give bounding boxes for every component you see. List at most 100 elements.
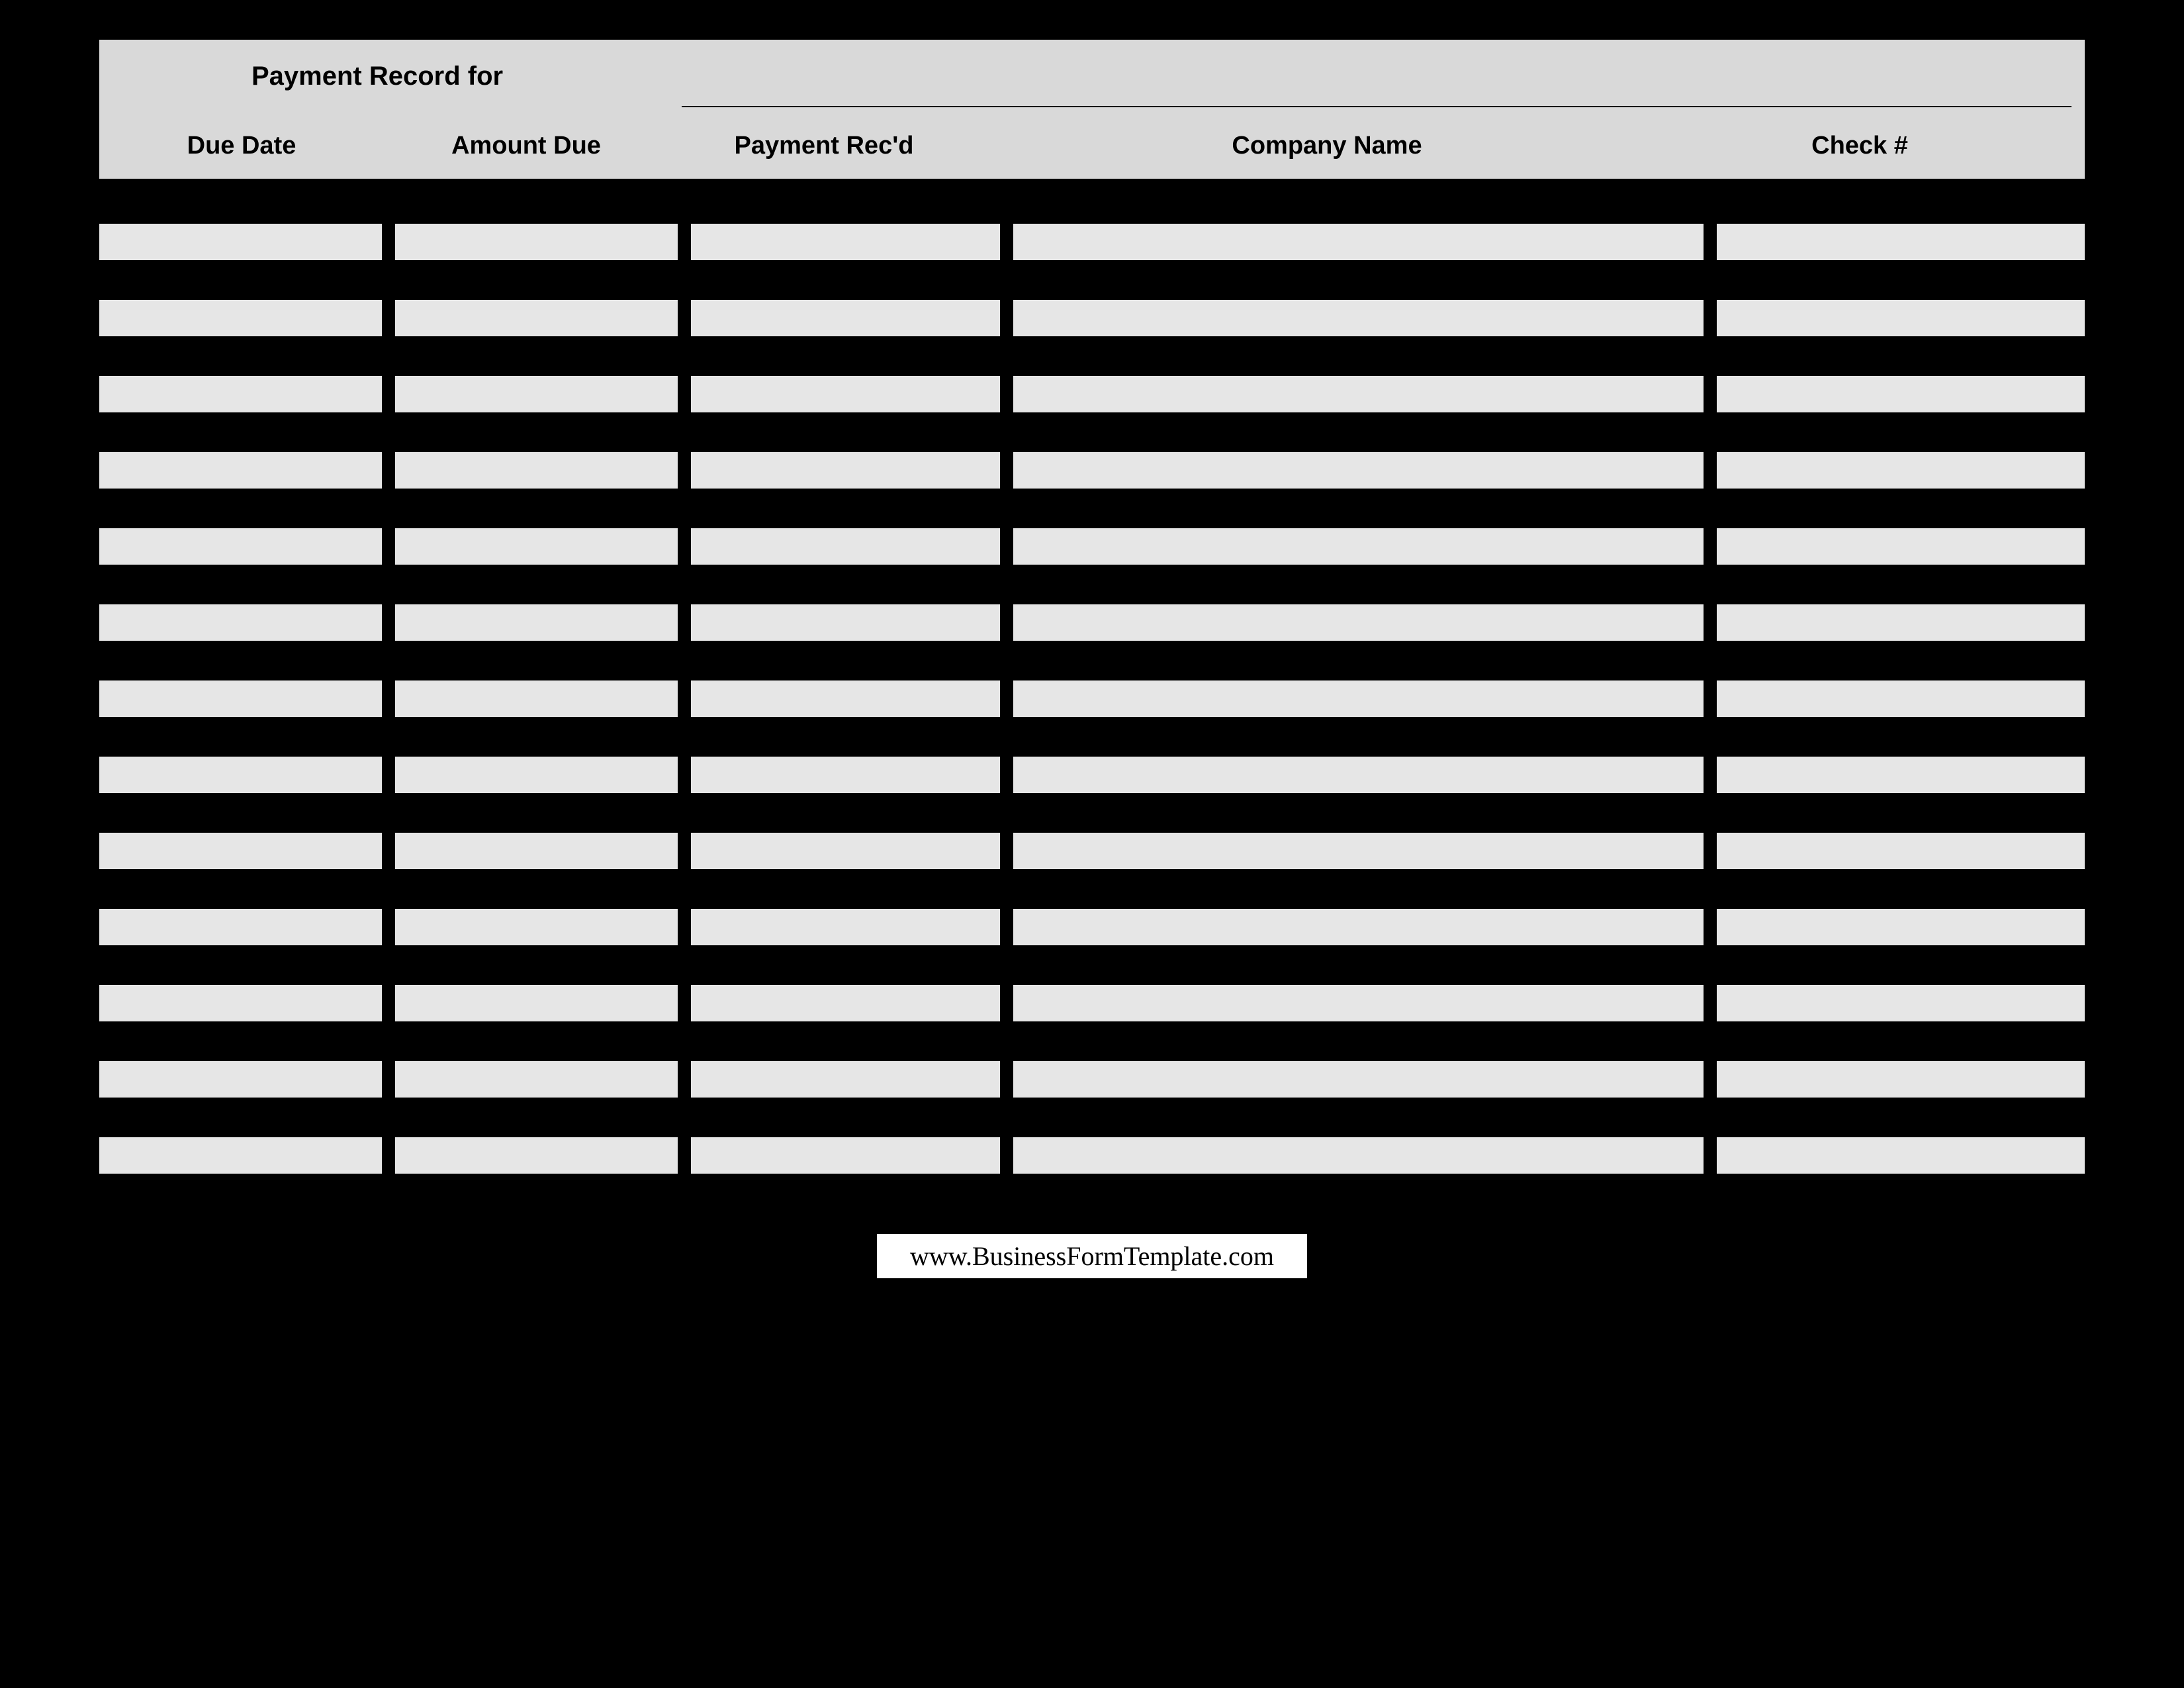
row-gap bbox=[99, 793, 2085, 833]
table-cell[interactable] bbox=[395, 985, 678, 1021]
table-cell[interactable] bbox=[1717, 528, 2085, 565]
table-cell[interactable] bbox=[1717, 224, 2085, 260]
table-cell[interactable] bbox=[395, 680, 678, 717]
table-cell[interactable] bbox=[691, 604, 1000, 641]
table-cell[interactable] bbox=[1717, 680, 2085, 717]
table-cell[interactable] bbox=[691, 224, 1000, 260]
col-header-payment-recd: Payment Rec'd bbox=[668, 132, 979, 160]
table-cell[interactable] bbox=[395, 1061, 678, 1098]
table-cell[interactable] bbox=[1013, 680, 1704, 717]
table-cell[interactable] bbox=[1717, 757, 2085, 793]
table-cell[interactable] bbox=[1717, 1137, 2085, 1174]
table-row bbox=[99, 909, 2085, 945]
table-row bbox=[99, 985, 2085, 1021]
table-cell[interactable] bbox=[395, 528, 678, 565]
table-cell[interactable] bbox=[691, 909, 1000, 945]
table-cell[interactable] bbox=[1717, 833, 2085, 869]
col-header-due-date: Due Date bbox=[99, 132, 384, 160]
table-cell[interactable] bbox=[395, 1137, 678, 1174]
form-header: Payment Record for Due Date Amount Due P… bbox=[99, 40, 2085, 179]
table-cell[interactable] bbox=[1013, 452, 1704, 489]
col-header-amount-due: Amount Due bbox=[384, 132, 668, 160]
table-row bbox=[99, 1137, 2085, 1174]
table-cell[interactable] bbox=[691, 680, 1000, 717]
table-cell[interactable] bbox=[395, 376, 678, 412]
table-cell[interactable] bbox=[99, 452, 382, 489]
table-cell[interactable] bbox=[691, 833, 1000, 869]
row-gap bbox=[99, 489, 2085, 528]
table-cell[interactable] bbox=[691, 528, 1000, 565]
row-gap bbox=[99, 565, 2085, 604]
table-cell[interactable] bbox=[99, 528, 382, 565]
form-title-label: Payment Record for bbox=[251, 62, 503, 91]
table-row bbox=[99, 224, 2085, 260]
table-cell[interactable] bbox=[1013, 376, 1704, 412]
col-header-check-num: Check # bbox=[1674, 132, 2045, 160]
table-cell[interactable] bbox=[395, 909, 678, 945]
table-row bbox=[99, 604, 2085, 641]
table-cell[interactable] bbox=[99, 1137, 382, 1174]
table-row bbox=[99, 300, 2085, 336]
row-gap bbox=[99, 945, 2085, 985]
table-cell[interactable] bbox=[99, 680, 382, 717]
row-gap bbox=[99, 869, 2085, 909]
table-row bbox=[99, 833, 2085, 869]
table-cell[interactable] bbox=[99, 604, 382, 641]
table-cell[interactable] bbox=[395, 833, 678, 869]
table-cell[interactable] bbox=[1717, 604, 2085, 641]
table-cell[interactable] bbox=[1717, 376, 2085, 412]
table-cell[interactable] bbox=[691, 376, 1000, 412]
table-cell[interactable] bbox=[1013, 604, 1704, 641]
table-cell[interactable] bbox=[1013, 528, 1704, 565]
table-cell[interactable] bbox=[395, 757, 678, 793]
row-gap bbox=[99, 1021, 2085, 1061]
row-gap bbox=[99, 260, 2085, 300]
table-cell[interactable] bbox=[1013, 985, 1704, 1021]
table-cell[interactable] bbox=[99, 757, 382, 793]
table-cell[interactable] bbox=[395, 452, 678, 489]
table-cell[interactable] bbox=[99, 985, 382, 1021]
table-cell[interactable] bbox=[691, 1061, 1000, 1098]
table-cell[interactable] bbox=[691, 985, 1000, 1021]
table-cell[interactable] bbox=[99, 1061, 382, 1098]
table-row bbox=[99, 757, 2085, 793]
table-cell[interactable] bbox=[1717, 909, 2085, 945]
row-gap bbox=[99, 336, 2085, 376]
title-row: Payment Record for bbox=[99, 40, 2085, 113]
table-cell[interactable] bbox=[99, 300, 382, 336]
table-cell[interactable] bbox=[1013, 300, 1704, 336]
table-cell[interactable] bbox=[99, 833, 382, 869]
row-gap bbox=[99, 717, 2085, 757]
table-cell[interactable] bbox=[395, 224, 678, 260]
table-cell[interactable] bbox=[1013, 833, 1704, 869]
table-cell[interactable] bbox=[1013, 757, 1704, 793]
table-row bbox=[99, 528, 2085, 565]
table-cell[interactable] bbox=[1717, 985, 2085, 1021]
table-cell[interactable] bbox=[1013, 909, 1704, 945]
table-cell[interactable] bbox=[1717, 1061, 2085, 1098]
table-cell[interactable] bbox=[395, 604, 678, 641]
table-row bbox=[99, 680, 2085, 717]
table-cell[interactable] bbox=[1717, 300, 2085, 336]
title-underline bbox=[682, 106, 2071, 107]
row-gap bbox=[99, 179, 2085, 224]
row-gap bbox=[99, 641, 2085, 680]
table-cell[interactable] bbox=[395, 300, 678, 336]
table-cell[interactable] bbox=[691, 757, 1000, 793]
table-row bbox=[99, 452, 2085, 489]
table-cell[interactable] bbox=[691, 452, 1000, 489]
table-row bbox=[99, 376, 2085, 412]
table-row bbox=[99, 1061, 2085, 1098]
table-cell[interactable] bbox=[691, 300, 1000, 336]
table-cell[interactable] bbox=[1013, 224, 1704, 260]
column-headers: Due Date Amount Due Payment Rec'd Compan… bbox=[99, 113, 2085, 179]
table-cell[interactable] bbox=[1013, 1061, 1704, 1098]
col-header-company-name: Company Name bbox=[979, 132, 1674, 160]
table-cell[interactable] bbox=[99, 224, 382, 260]
table-cell[interactable] bbox=[1013, 1137, 1704, 1174]
table-cell[interactable] bbox=[691, 1137, 1000, 1174]
rows-area bbox=[99, 179, 2085, 1174]
table-cell[interactable] bbox=[99, 376, 382, 412]
table-cell[interactable] bbox=[99, 909, 382, 945]
table-cell[interactable] bbox=[1717, 452, 2085, 489]
